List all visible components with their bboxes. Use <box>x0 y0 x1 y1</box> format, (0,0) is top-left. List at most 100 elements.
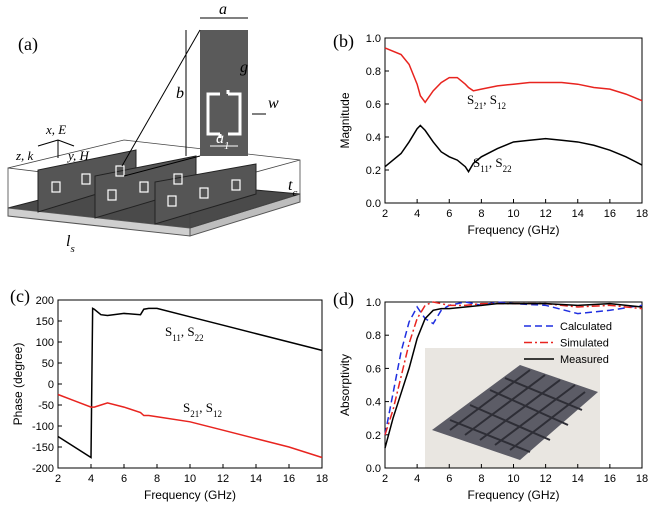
x-tick-label: 12 <box>540 473 552 485</box>
annotation-part: 21 <box>190 409 199 419</box>
annotation-part: S <box>467 92 474 107</box>
y-tick-label: 0.6 <box>366 99 381 111</box>
x-tick-label: 8 <box>478 473 484 485</box>
y-tick-label: 100 <box>36 337 54 349</box>
annotation-part: 21 <box>474 101 483 111</box>
annotation: S21, S12 <box>467 92 506 111</box>
y-tick-label: 200 <box>36 295 54 307</box>
annotation: S11, S22 <box>165 324 204 343</box>
x-axis-label: Frequency (GHz) <box>467 223 559 237</box>
x-tick-label: 2 <box>382 208 388 220</box>
panel-label: (a) <box>18 34 38 55</box>
x-tick-label: 4 <box>414 473 420 485</box>
x-tick-label: 18 <box>636 473 648 485</box>
annotation-part: 22 <box>195 333 204 343</box>
annotation-part: 22 <box>503 164 512 174</box>
y-tick-label: 1.0 <box>366 33 381 45</box>
y-tick-label: 0.0 <box>366 198 381 210</box>
y-axis-label: Absorptivity <box>338 354 352 416</box>
x-tick-label: 8 <box>478 208 484 220</box>
dim-text: a <box>216 130 224 147</box>
panel-label: (d) <box>333 289 354 310</box>
series-line <box>385 48 642 102</box>
x-axis-label: Frequency (GHz) <box>144 488 236 502</box>
x-tick-label: 6 <box>121 473 127 485</box>
annotation: S21, S12 <box>183 400 222 419</box>
legend-label: Simulated <box>560 338 609 350</box>
legend-label: Calculated <box>560 321 612 333</box>
page: {"diagram": {"panel": "(a)", "a": "a", "… <box>0 0 655 508</box>
annotation-part: , S <box>199 400 213 415</box>
x-tick-label: 14 <box>250 473 262 485</box>
diagram: (a) a b g w a1 tc ls x, E y, H z, <box>8 1 300 255</box>
dim-label: a <box>219 1 227 18</box>
y-tick-label: 0.0 <box>366 463 381 475</box>
x-tick-label: 16 <box>604 473 616 485</box>
y-tick-label: 0.4 <box>366 132 381 144</box>
x-tick-label: 2 <box>55 473 61 485</box>
y-tick-label: -100 <box>32 421 54 433</box>
annotation-part: , S <box>181 324 195 339</box>
series-line <box>385 125 642 171</box>
x-axis-label: Frequency (GHz) <box>467 488 559 502</box>
x-tick-label: 16 <box>604 208 616 220</box>
figure: (a) a b g w a1 tc ls x, E y, H z, <box>0 0 655 508</box>
annotation-part: 11 <box>172 333 181 343</box>
legend-label: Measured <box>560 354 609 366</box>
y-tick-label: 1.0 <box>366 297 381 309</box>
x-tick-label: 14 <box>572 473 584 485</box>
dim-label: w <box>268 95 279 112</box>
y-tick-label: 150 <box>36 316 54 328</box>
annotation-part: 12 <box>213 409 222 419</box>
x-tick-label: 6 <box>446 208 452 220</box>
x-tick-label: 12 <box>540 208 552 220</box>
annotation-part: S <box>183 400 190 415</box>
dim-sub: c <box>292 187 297 199</box>
annotation-part: S <box>473 155 480 170</box>
x-tick-label: 6 <box>446 473 452 485</box>
x-tick-label: 4 <box>88 473 94 485</box>
annotation-part: S <box>165 324 172 339</box>
x-tick-label: 12 <box>217 473 229 485</box>
y-tick-label: 0.2 <box>366 430 381 442</box>
annotation: S11, S22 <box>473 155 512 174</box>
y-tick-label: 0.2 <box>366 165 381 177</box>
plot-frame <box>385 38 642 203</box>
y-tick-label: 0.8 <box>366 66 381 78</box>
annotation-part: 12 <box>497 101 506 111</box>
y-tick-label: 0.6 <box>366 363 381 375</box>
annotation-part: 11 <box>480 164 489 174</box>
panel-label: (c) <box>10 286 30 307</box>
axis-arrow <box>58 140 74 146</box>
annotation-part: , S <box>489 155 503 170</box>
x-tick-label: 10 <box>507 208 519 220</box>
dim-label: ls <box>66 233 75 255</box>
y-tick-label: 0.8 <box>366 330 381 342</box>
y-axis-label: Magnitude <box>338 92 352 148</box>
x-tick-label: 18 <box>316 473 328 485</box>
x-tick-label: 10 <box>507 473 519 485</box>
x-tick-label: 8 <box>154 473 160 485</box>
x-tick-label: 4 <box>414 208 420 220</box>
axis-arrow <box>38 140 58 146</box>
axis-label: z, k <box>15 148 34 163</box>
x-tick-label: 10 <box>184 473 196 485</box>
annotation-part: , S <box>483 92 497 107</box>
x-tick-label: 16 <box>283 473 295 485</box>
dim-label: b <box>176 85 184 102</box>
x-tick-label: 14 <box>572 208 584 220</box>
y-tick-label: -150 <box>32 442 54 454</box>
y-tick-label: 0.4 <box>366 397 381 409</box>
inset-photo <box>425 348 600 468</box>
dim-label: g <box>240 59 248 76</box>
dim-sub: 1 <box>224 140 230 152</box>
y-axis-label: Phase (degree) <box>11 343 25 426</box>
x-tick-label: 18 <box>636 208 648 220</box>
axis-label: y, H <box>66 148 90 163</box>
y-tick-label: -200 <box>32 463 54 475</box>
panel-label: (b) <box>333 31 354 52</box>
dim-sub: s <box>70 243 74 255</box>
y-tick-label: 0 <box>48 379 54 391</box>
zoom-line <box>122 30 200 166</box>
axis-label: x, E <box>45 122 66 137</box>
